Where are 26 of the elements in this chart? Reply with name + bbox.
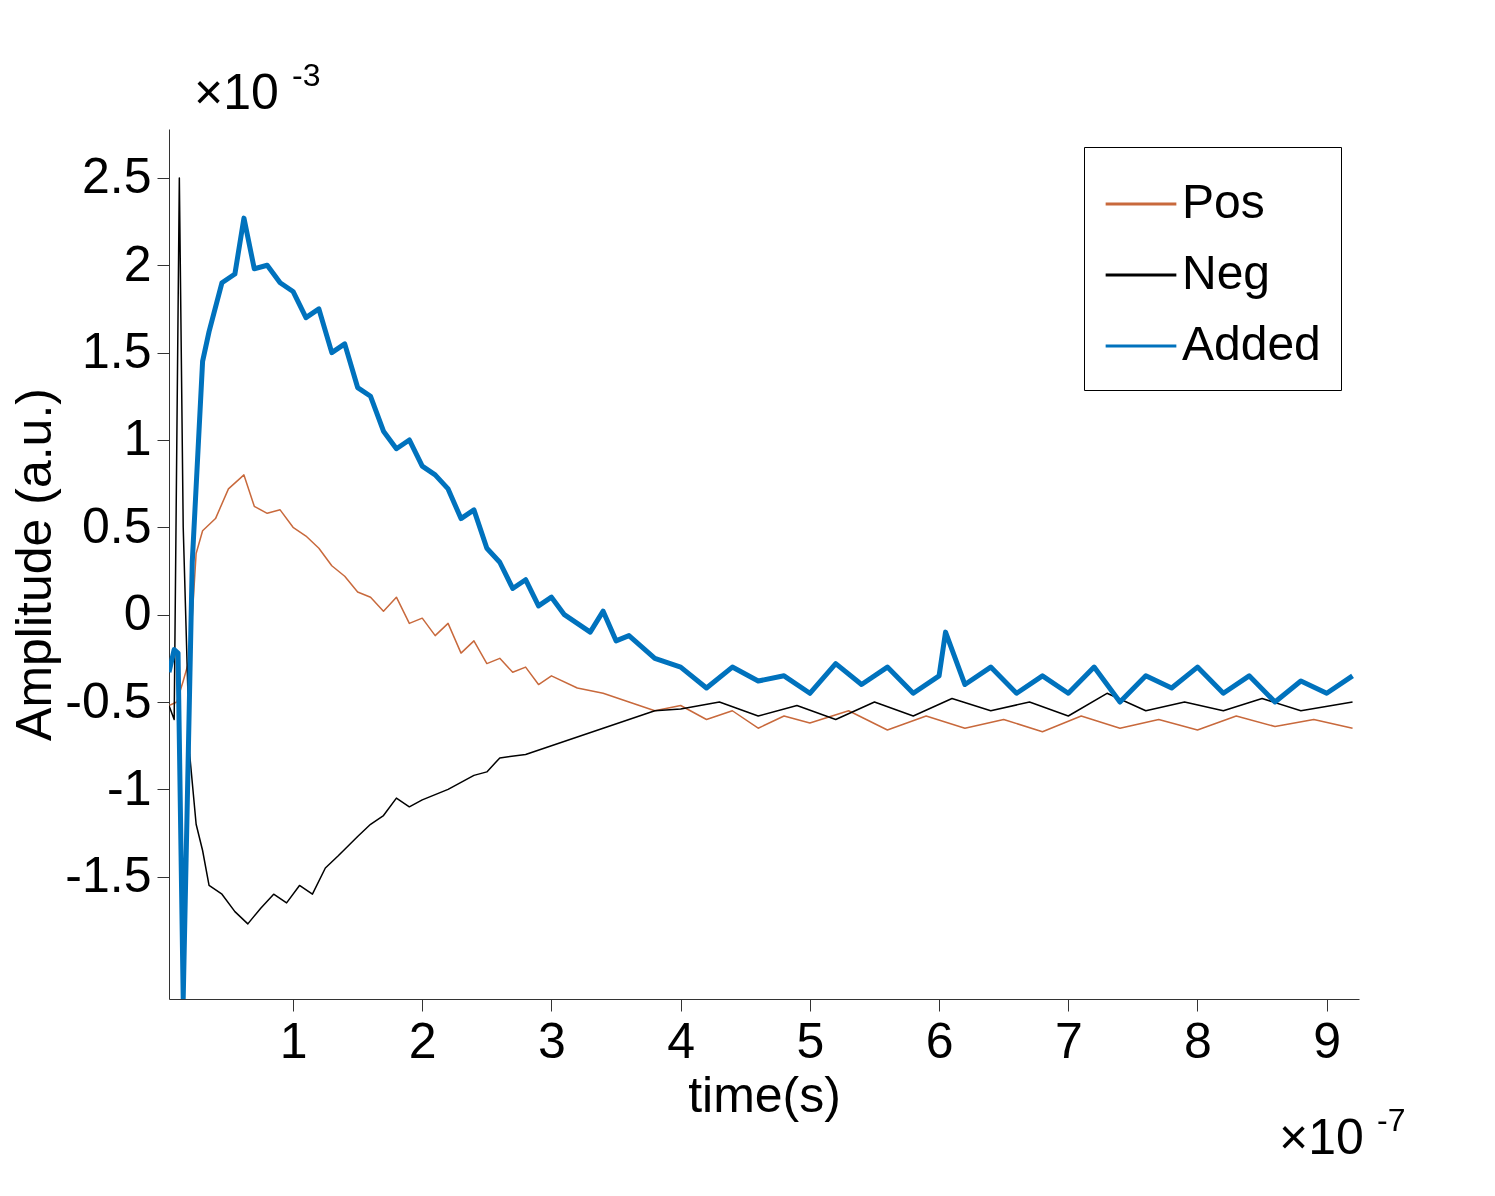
x-tick-label: 2: [408, 1012, 437, 1069]
y-tick-label: 1.5: [81, 323, 152, 380]
x-tick-label: 6: [925, 1012, 954, 1069]
y-tick-label: 1: [123, 410, 152, 467]
x-tick-label: 3: [538, 1012, 566, 1069]
line-series: [169, 474, 1354, 733]
x-tick-label: 9: [1313, 1012, 1342, 1069]
text: ×10-7: [1279, 1102, 1406, 1165]
x-tick-label: 4: [667, 1012, 696, 1069]
y-tick-label: -1: [107, 759, 152, 816]
y-tick-label: 0.5: [81, 497, 152, 554]
y-tick-label: -1.5: [65, 847, 152, 904]
y-tick-label: -0.5: [65, 672, 152, 729]
y-axis-title: Amplitude (a.u.): [6, 388, 63, 741]
x-axis-title: time(s): [688, 1066, 841, 1123]
x-tick-label: 7: [1054, 1012, 1083, 1069]
x-tick-label: 8: [1184, 1012, 1212, 1069]
legend-label: Neg: [1182, 246, 1271, 299]
legend-label: Added: [1182, 317, 1321, 370]
x-tick-label: 5: [796, 1012, 825, 1069]
legend-label: Pos: [1182, 175, 1265, 228]
text: ×10-3: [194, 57, 321, 120]
x-tick-label: 1: [279, 1012, 308, 1069]
y-tick-label: 2: [123, 235, 152, 292]
y-tick-label: 2.5: [81, 148, 152, 205]
y-tick-label: 0: [123, 585, 152, 642]
